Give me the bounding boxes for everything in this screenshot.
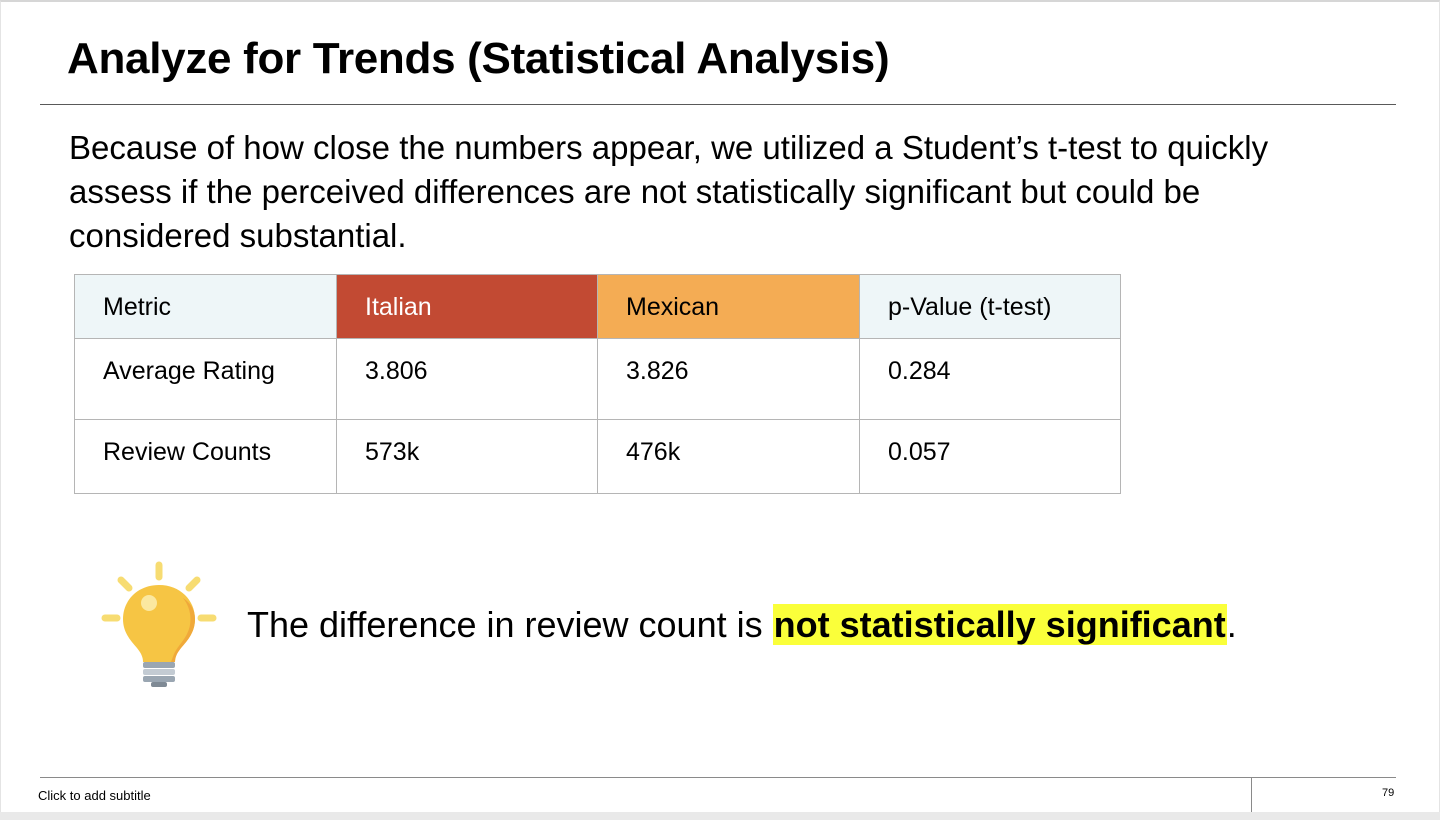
page-number: 79 (1382, 787, 1395, 799)
insight-text[interactable]: The difference in review count is not st… (247, 604, 1237, 646)
cell-p-value[interactable]: 0.057 (859, 419, 1121, 494)
cell-mexican[interactable]: 476k (597, 419, 860, 494)
page-number-box[interactable] (1252, 778, 1396, 814)
title-divider (40, 104, 1396, 105)
body-text[interactable]: Because of how close the numbers appear,… (69, 129, 1269, 254)
table-header-row: Metric Italian Mexican p-Value (t-test) (74, 274, 1121, 339)
cell-italian[interactable]: 3.806 (336, 338, 598, 420)
cell-metric[interactable]: Review Counts (74, 419, 337, 494)
header-italian[interactable]: Italian (336, 274, 598, 339)
cell-metric[interactable]: Average Rating (74, 338, 337, 420)
header-p-value[interactable]: p-Value (t-test) (859, 274, 1121, 339)
subtitle-placeholder[interactable]: Click to add subtitle (38, 788, 151, 803)
insight-suffix: . (1226, 604, 1237, 645)
cell-italian[interactable]: 573k (336, 419, 598, 494)
slide-title[interactable]: Analyze for Trends (Statistical Analysis… (67, 34, 890, 83)
table-row: Average Rating 3.806 3.826 0.284 (74, 338, 1121, 420)
highlighted-phrase: not statistically significant (772, 604, 1227, 645)
canvas-edge-shadow (0, 812, 1440, 820)
header-metric[interactable]: Metric (74, 274, 337, 339)
header-mexican[interactable]: Mexican (597, 274, 860, 339)
cell-p-value[interactable]: 0.284 (859, 338, 1121, 420)
cell-mexican[interactable]: 3.826 (597, 338, 860, 420)
table-row: Review Counts 573k 476k 0.057 (74, 419, 1121, 494)
insight-prefix: The difference in review count is (247, 604, 773, 645)
metrics-table[interactable]: Metric Italian Mexican p-Value (t-test) … (74, 274, 1121, 494)
footer-divider (40, 777, 1396, 778)
subtitle-placeholder-box[interactable] (1, 778, 1252, 814)
lightbulb-icon[interactable] (97, 558, 223, 690)
